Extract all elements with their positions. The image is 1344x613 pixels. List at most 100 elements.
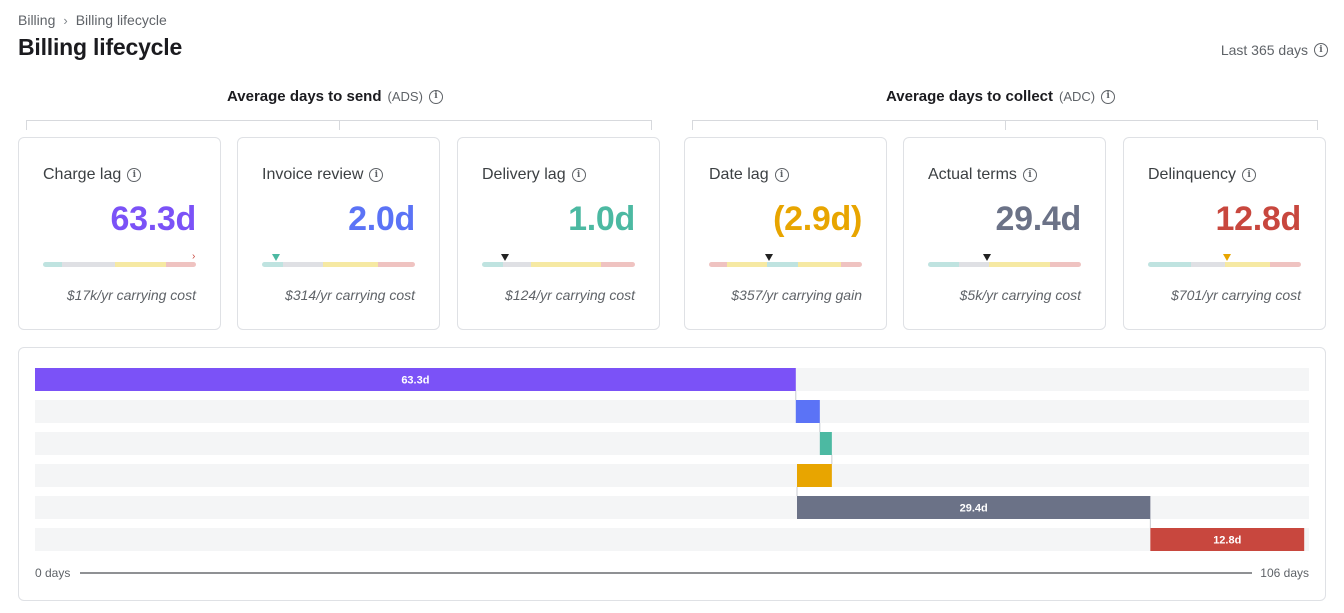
info-icon[interactable]: i bbox=[127, 168, 142, 182]
group-bracket-adc bbox=[692, 120, 1318, 130]
benchmark-meter bbox=[262, 262, 415, 267]
info-icon[interactable]: i bbox=[369, 168, 384, 182]
carrying-cost-note: $357/yr carrying gain bbox=[731, 287, 862, 303]
breadcrumb-current: Billing lifecycle bbox=[75, 12, 167, 28]
group-abbreviation: (ADS) bbox=[387, 89, 423, 104]
metric-label: Invoice review i bbox=[262, 166, 384, 184]
metric-label: Actual terms i bbox=[928, 166, 1037, 184]
meter-segment bbox=[840, 262, 862, 267]
meter-segment bbox=[115, 262, 167, 267]
metric-card-date-lag[interactable]: Date lag i (2.9d) $357/yr carrying gain bbox=[684, 137, 887, 330]
bar-delinquency[interactable] bbox=[1150, 528, 1305, 551]
bar-invoice-review[interactable] bbox=[795, 400, 820, 423]
page-title: Billing lifecycle bbox=[18, 34, 183, 60]
meter-segment bbox=[1148, 262, 1191, 267]
benchmark-marker-icon bbox=[765, 254, 774, 261]
group-bracket-ads bbox=[26, 120, 652, 130]
metric-value: 63.3d bbox=[110, 200, 197, 238]
meter-segment bbox=[482, 262, 504, 267]
carrying-cost-note: $701/yr carrying cost bbox=[1171, 287, 1301, 303]
metric-card-delivery-lag[interactable]: Delivery lag i 1.0d $124/yr carrying cost bbox=[457, 137, 660, 330]
metric-value: 2.0d bbox=[348, 200, 415, 238]
meter-segment bbox=[61, 262, 116, 267]
bar-charge-lag[interactable] bbox=[35, 368, 796, 391]
benchmark-marker-icon bbox=[1223, 254, 1232, 261]
bar-track bbox=[35, 464, 1309, 487]
metric-value: (2.9d) bbox=[773, 200, 862, 238]
group-abbreviation: (ADC) bbox=[1059, 89, 1096, 104]
benchmark-meter bbox=[928, 262, 1081, 267]
bar-track bbox=[35, 432, 1309, 455]
metric-label: Charge lag i bbox=[43, 166, 142, 184]
breadcrumb-link-billing[interactable]: Billing bbox=[18, 12, 56, 28]
metric-value: 29.4d bbox=[995, 200, 1082, 238]
meter-segment bbox=[601, 262, 635, 267]
group-title: Average days to send bbox=[227, 88, 382, 105]
bar-data-label: 63.3d bbox=[401, 375, 429, 387]
metric-card-invoice-review[interactable]: Invoice review i 2.0d $314/yr carrying cost bbox=[237, 137, 440, 330]
benchmark-marker-icon bbox=[271, 254, 280, 261]
carrying-cost-note: $314/yr carrying cost bbox=[285, 287, 415, 303]
meter-segment bbox=[1270, 262, 1301, 267]
bar-actual-terms[interactable] bbox=[796, 496, 1151, 519]
bar-data-label: 29.4d bbox=[960, 503, 988, 515]
meter-segment bbox=[1224, 262, 1271, 267]
metric-label-text: Actual terms bbox=[928, 166, 1017, 183]
metric-card-actual-terms[interactable]: Actual terms i 29.4d $5k/yr carrying cost bbox=[903, 137, 1106, 330]
group-header-adc: Average days to collect (ADC) i bbox=[886, 88, 1116, 105]
meter-segment bbox=[797, 262, 841, 267]
bar-track bbox=[35, 528, 1309, 551]
bar-date-lag[interactable] bbox=[796, 464, 832, 487]
info-icon[interactable]: i bbox=[1242, 168, 1257, 182]
group-header-ads: Average days to send (ADS) i bbox=[227, 88, 443, 105]
date-range: Last 365 days i bbox=[1221, 42, 1328, 58]
carrying-cost-note: $124/yr carrying cost bbox=[505, 287, 635, 303]
meter-segment bbox=[1050, 262, 1081, 267]
benchmark-meter bbox=[43, 262, 196, 267]
info-icon[interactable]: i bbox=[774, 168, 789, 182]
meter-segment bbox=[1190, 262, 1225, 267]
info-icon[interactable]: i bbox=[571, 168, 586, 182]
axis-min-label: 0 days bbox=[35, 566, 71, 580]
meter-segment bbox=[928, 262, 959, 267]
meter-segment bbox=[166, 262, 196, 267]
metric-label-text: Delivery lag bbox=[482, 166, 566, 183]
metric-label: Delinquency i bbox=[1148, 166, 1257, 184]
metric-label-text: Invoice review bbox=[262, 166, 364, 183]
bar-data-label: 12.8d bbox=[1213, 535, 1241, 547]
meter-segment bbox=[709, 262, 728, 267]
metric-value: 1.0d bbox=[568, 200, 635, 238]
meter-segment bbox=[767, 262, 798, 267]
metric-card-charge-lag[interactable]: Charge lag i 63.3d › $17k/yr carrying cost bbox=[18, 137, 221, 330]
metric-card-delinquency[interactable]: Delinquency i 12.8d $701/yr carrying cost bbox=[1123, 137, 1326, 330]
meter-segment bbox=[958, 262, 990, 267]
meter-segment bbox=[262, 262, 284, 267]
metric-label: Date lag i bbox=[709, 166, 789, 184]
metric-value: 12.8d bbox=[1215, 200, 1302, 238]
benchmark-marker-icon: › bbox=[192, 251, 196, 262]
metric-label-text: Delinquency bbox=[1148, 166, 1237, 183]
benchmark-meter bbox=[482, 262, 635, 267]
carrying-cost-note: $17k/yr carrying cost bbox=[66, 287, 196, 303]
date-range-label: Last 365 days bbox=[1220, 42, 1308, 58]
meter-segment bbox=[503, 262, 531, 267]
meter-segment bbox=[283, 262, 324, 267]
meter-segment bbox=[378, 262, 415, 267]
info-icon[interactable]: i bbox=[1314, 43, 1328, 57]
meter-segment bbox=[323, 262, 379, 267]
benchmark-meter bbox=[1148, 262, 1301, 267]
meter-segment bbox=[727, 262, 768, 267]
meter-segment bbox=[43, 262, 62, 267]
bar-delivery-lag[interactable] bbox=[819, 432, 832, 455]
info-icon[interactable]: i bbox=[1022, 168, 1037, 182]
carrying-cost-note: $5k/yr carrying cost bbox=[959, 287, 1081, 303]
metric-label-text: Date lag bbox=[709, 166, 769, 183]
info-icon[interactable]: i bbox=[1101, 89, 1116, 104]
breadcrumb: Billing › Billing lifecycle bbox=[18, 12, 167, 28]
meter-segment bbox=[989, 262, 1051, 267]
bar-track bbox=[35, 400, 1309, 423]
benchmark-meter bbox=[709, 262, 862, 267]
meter-segment bbox=[530, 262, 602, 267]
group-title: Average days to collect bbox=[886, 88, 1054, 105]
info-icon[interactable]: i bbox=[428, 89, 443, 104]
